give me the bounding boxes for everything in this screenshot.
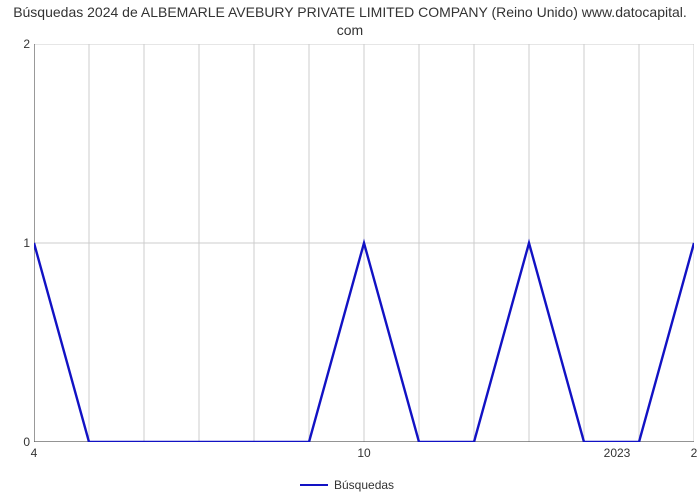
chart-title-line1: Búsquedas 2024 de ALBEMARLE AVEBURY PRIV… [13, 4, 687, 20]
chart-legend: Búsquedas [300, 478, 394, 492]
y-tick-label: 1 [6, 236, 30, 250]
legend-label: Búsquedas [334, 478, 394, 492]
y-tick-label: 0 [6, 435, 30, 449]
x-tick-label: 4 [31, 446, 38, 460]
x-tick-label: 2023 [604, 446, 631, 460]
x-tick-label: 2 [691, 446, 698, 460]
chart-container: { "chart": { "type": "line", "title_line… [0, 0, 700, 500]
chart-plot [34, 44, 694, 442]
x-tick-label: 10 [357, 446, 370, 460]
y-tick-label: 2 [6, 37, 30, 51]
chart-title-line2: com [337, 22, 363, 38]
legend-swatch [300, 484, 328, 486]
chart-title: Búsquedas 2024 de ALBEMARLE AVEBURY PRIV… [0, 4, 700, 39]
